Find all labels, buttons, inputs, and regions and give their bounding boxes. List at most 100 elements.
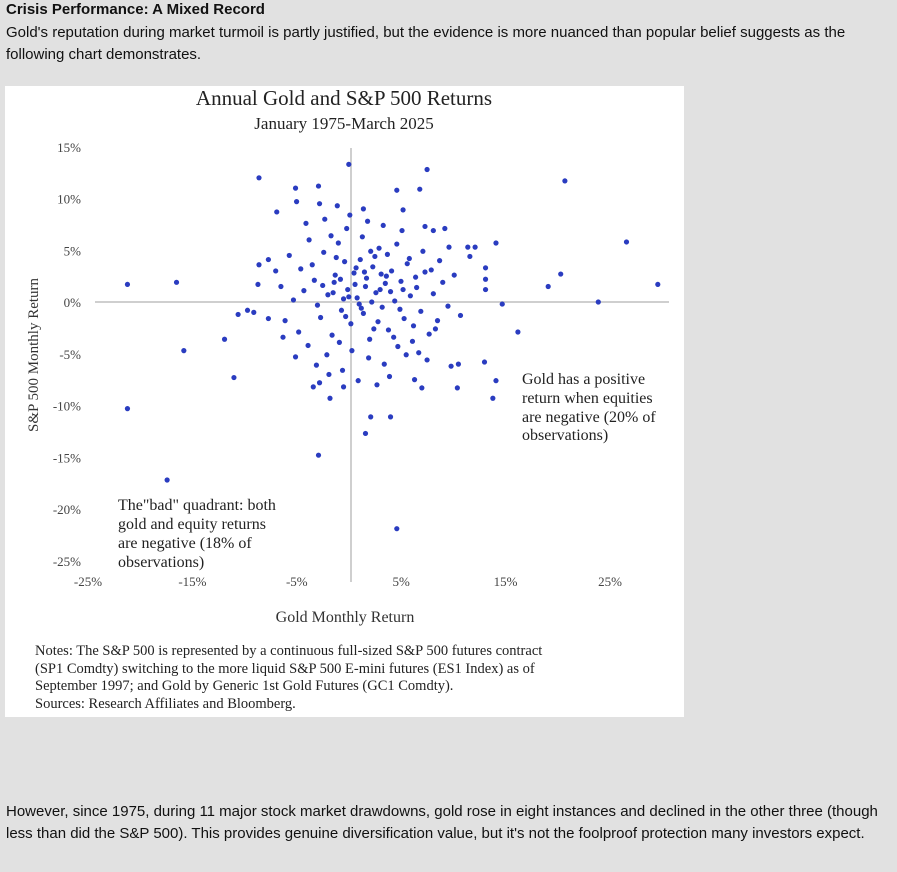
data-point <box>286 252 292 259</box>
data-point <box>305 342 311 349</box>
data-point <box>395 343 401 350</box>
data-point <box>424 166 430 173</box>
chart-subtitle: January 1975-March 2025 <box>254 114 433 133</box>
data-point <box>311 277 317 283</box>
data-point <box>347 212 353 218</box>
scatter-chart: Annual Gold and S&P 500 Returns January … <box>26 86 669 626</box>
data-point <box>306 237 312 243</box>
data-point <box>558 271 564 277</box>
data-point <box>407 293 413 299</box>
data-point <box>342 259 348 265</box>
data-point <box>298 266 304 272</box>
data-point <box>391 334 397 340</box>
data-point <box>301 288 307 294</box>
data-point <box>310 384 316 390</box>
data-point <box>562 178 568 184</box>
data-point <box>356 301 362 307</box>
data-point <box>397 306 403 312</box>
chart-notes: Notes: The S&P 500 is represented by a c… <box>35 643 675 713</box>
data-point <box>437 258 443 264</box>
data-point <box>326 371 332 378</box>
data-point <box>368 414 374 420</box>
data-point <box>360 206 366 212</box>
data-point <box>379 304 385 310</box>
data-point <box>338 307 345 313</box>
data-point <box>292 185 299 191</box>
data-point <box>255 281 261 288</box>
data-point <box>446 244 452 250</box>
annotation-line: Gold has a positive <box>522 371 645 388</box>
data-point <box>426 331 432 337</box>
data-point <box>545 283 551 290</box>
data-point <box>292 354 299 360</box>
data-point <box>280 334 286 340</box>
data-point <box>330 290 336 296</box>
data-point <box>482 265 489 271</box>
x-tick-label: -15% <box>178 574 206 589</box>
data-point <box>387 414 394 420</box>
y-tick-label: -20% <box>53 502 81 517</box>
data-point <box>361 269 368 275</box>
data-point <box>359 234 365 240</box>
y-tick-label: -5% <box>59 347 81 362</box>
data-point <box>404 261 410 267</box>
data-point <box>317 314 324 321</box>
data-point <box>414 284 420 291</box>
data-point <box>265 315 271 322</box>
data-point <box>399 227 405 234</box>
data-point <box>327 395 333 401</box>
data-point <box>457 312 464 319</box>
notes-line: September 1997; and Gold by Generic 1st … <box>35 678 454 694</box>
annotation-line: observations) <box>522 427 608 444</box>
y-tick-label: -25% <box>53 554 81 569</box>
data-point <box>372 253 378 260</box>
data-point <box>430 291 436 297</box>
data-point <box>434 318 441 324</box>
annotation-line: return when equities <box>522 390 653 407</box>
data-point <box>340 296 347 302</box>
data-point <box>293 199 300 205</box>
x-tick-label: 5% <box>393 574 411 589</box>
data-point <box>400 207 406 213</box>
data-point <box>595 299 601 305</box>
data-point <box>383 273 389 279</box>
data-point <box>472 244 478 250</box>
data-point <box>303 220 309 226</box>
annotation-line: The"bad" quadrant: both <box>118 497 276 514</box>
data-point <box>623 239 630 245</box>
data-point <box>357 256 363 263</box>
data-point <box>348 321 354 327</box>
data-point <box>398 278 404 284</box>
data-point <box>417 186 423 192</box>
data-point <box>382 280 388 286</box>
y-tick-label: 15% <box>57 140 81 155</box>
y-tick-label: 0% <box>64 295 82 310</box>
data-point <box>364 218 371 224</box>
data-point <box>355 378 361 384</box>
data-point <box>493 240 499 246</box>
data-point <box>332 272 338 278</box>
data-point <box>349 348 355 354</box>
annotation-positive-gold: Gold has a positive return when equities… <box>522 371 656 444</box>
data-point <box>324 352 330 358</box>
data-point <box>325 292 331 298</box>
data-point <box>316 201 323 207</box>
data-point <box>428 267 434 273</box>
data-point <box>386 373 393 380</box>
y-axis-label: S&P 500 Monthly Return <box>26 277 42 432</box>
data-point <box>344 225 350 232</box>
data-point <box>482 286 489 293</box>
data-point <box>400 286 406 293</box>
data-point <box>314 302 321 308</box>
data-point <box>481 359 488 365</box>
data-point <box>490 395 496 401</box>
article-intro: Gold's reputation during market turmoil … <box>6 24 846 63</box>
data-point <box>315 452 322 458</box>
data-point <box>345 286 351 293</box>
annotation-bad-quadrant: The"bad" quadrant: both gold and equity … <box>118 497 276 571</box>
data-point <box>343 313 349 320</box>
annotation-line: gold and equity returns <box>118 516 266 533</box>
annotation-line: are negative (18% of <box>118 535 252 552</box>
data-point <box>368 248 374 254</box>
data-point <box>351 270 357 276</box>
